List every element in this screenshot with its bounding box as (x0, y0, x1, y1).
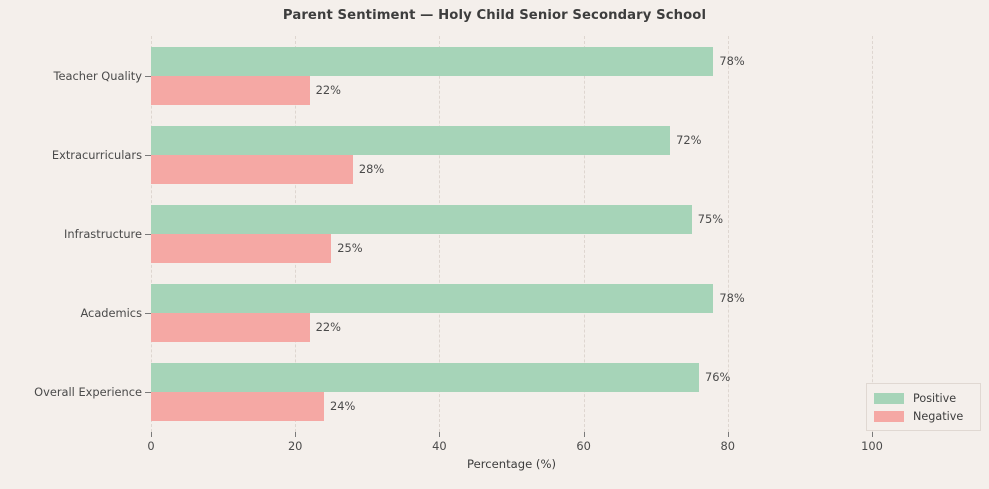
bar-value-label: 25% (337, 241, 363, 255)
legend-item[interactable]: Negative (874, 407, 973, 425)
y-axis-tick-mark (145, 392, 151, 394)
bar-negative[interactable] (151, 313, 310, 343)
bar-value-label: 76% (704, 370, 731, 385)
legend-swatch-icon (874, 410, 904, 422)
y-axis-tick-mark (145, 313, 151, 315)
bar-value-label: 75% (697, 212, 724, 226)
x-axis-tick-mark (439, 432, 441, 437)
bar-group: 72% 28% (151, 125, 960, 184)
bar-positive[interactable] (151, 46, 714, 76)
bar-group: 78% 22% (151, 46, 960, 105)
x-axis-tick-mark (727, 432, 729, 437)
y-axis-tick-label: Infrastructure (64, 227, 142, 241)
bar-positive[interactable] (151, 125, 671, 155)
y-axis-tick-mark (145, 154, 151, 156)
y-axis: Teacher Quality Extracurriculars Infrastru… (0, 36, 142, 432)
x-axis-tick-label: 40 (432, 439, 447, 453)
bar-negative[interactable] (151, 75, 310, 105)
bar-negative[interactable] (151, 234, 332, 263)
y-axis-tick-label: Extracurriculars (51, 147, 142, 162)
x-axis-tick-label: 0 (147, 439, 155, 453)
x-axis-title: Percentage (%) (467, 457, 556, 471)
legend-label: Negative (913, 409, 964, 423)
gridline-100 (872, 36, 873, 432)
y-axis-tick-label: Overall Experience (34, 385, 142, 400)
y-axis-tick-mark (145, 75, 151, 77)
legend-label: Positive (913, 391, 957, 405)
bar-positive[interactable] (151, 363, 699, 393)
x-axis-tick-mark (295, 432, 297, 437)
bar-group: 75% 25% (151, 205, 960, 263)
y-axis-tick-mark (145, 234, 151, 235)
bar-negative[interactable] (151, 392, 325, 422)
x-axis-tick-mark (151, 432, 152, 437)
gridline-80 (727, 36, 729, 432)
x-axis-tick-label: 60 (576, 439, 591, 453)
y-axis-tick-label: Academics (80, 306, 142, 321)
bar-positive[interactable] (151, 284, 714, 314)
bar-value-label: 28% (358, 161, 385, 176)
bar-value-label: 22% (315, 320, 341, 335)
gridline-60 (583, 36, 585, 432)
chart-legend: Positive Negative (866, 383, 981, 431)
x-axis-tick-label: 20 (287, 439, 303, 453)
x-axis-tick-mark (872, 432, 873, 437)
bar-negative[interactable] (151, 154, 353, 184)
plot-area: 78% 22% 72% 28% 75% 25% 78% 22% 76% 24% (151, 36, 960, 432)
bar-positive[interactable] (151, 205, 692, 234)
bar-value-label: 24% (330, 399, 356, 414)
x-axis: 0 20 40 60 80 100 (147, 432, 960, 472)
chart-title: Parent Sentiment — Holy Child Senior Sec… (282, 8, 707, 23)
bar-value-label: 78% (719, 53, 745, 68)
gridline-40 (439, 36, 441, 432)
bar-value-label: 22% (315, 82, 341, 97)
y-axis-tick-label: Teacher Quality (53, 68, 142, 83)
x-axis-tick-label: 100 (861, 439, 883, 453)
bar-value-label: 78% (719, 291, 745, 306)
bar-value-label: 72% (676, 132, 702, 147)
legend-swatch-icon (874, 392, 904, 404)
legend-item[interactable]: Positive (874, 389, 973, 407)
bar-group: 78% 22% (151, 284, 960, 343)
x-axis-tick-label: 80 (720, 439, 736, 453)
x-axis-tick-mark (583, 432, 585, 437)
bar-group: 76% 24% (151, 363, 960, 422)
